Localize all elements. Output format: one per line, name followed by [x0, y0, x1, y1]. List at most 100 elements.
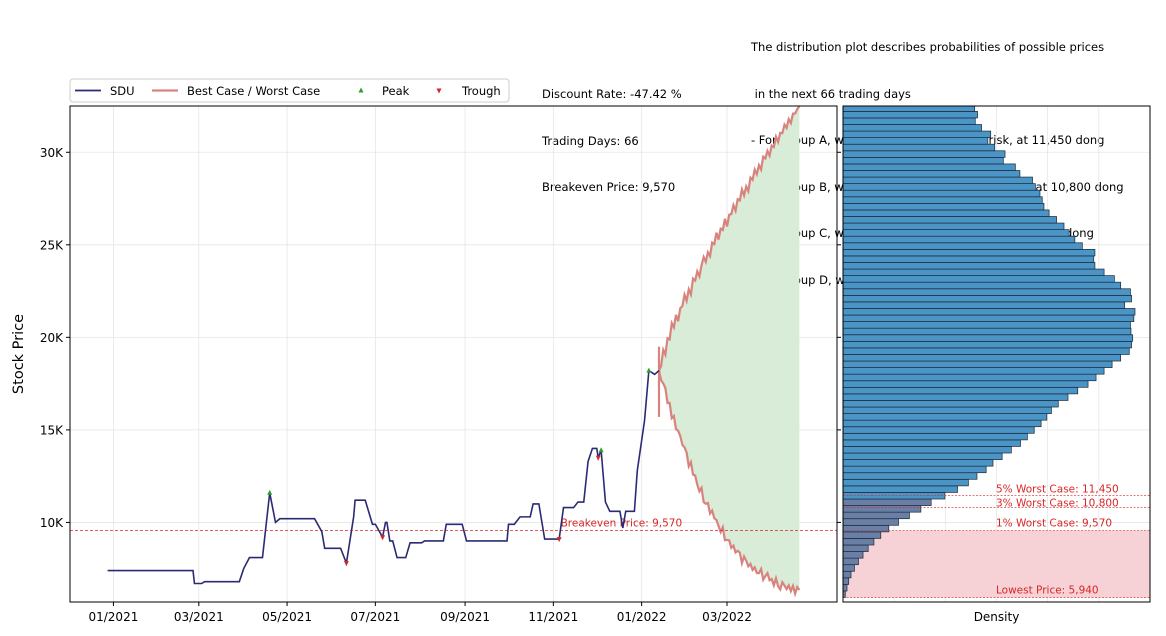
- hist-bar: [843, 170, 1021, 178]
- hist-bar: [843, 281, 1122, 290]
- x-tick-label: 07/2021: [350, 610, 400, 624]
- hist-bar: [843, 294, 1132, 303]
- hist-bar: [843, 202, 1045, 211]
- hist-bar: [843, 111, 978, 119]
- x-tick-label: 11/2021: [528, 610, 578, 624]
- risk-level-label: Lowest Price: 5,940: [996, 585, 1099, 597]
- hist-bar: [843, 373, 1097, 382]
- hist-bar: [843, 163, 1016, 171]
- hist-bar: [843, 413, 1048, 421]
- hist-plot-frame: [842, 105, 1151, 603]
- peak-marker: [267, 489, 273, 495]
- hist-bar: [843, 577, 850, 585]
- hist-bar: [843, 472, 978, 480]
- hist-bar: [843, 432, 1028, 441]
- legend-swatch-peak: [358, 87, 364, 93]
- hist-bar: [843, 216, 1057, 224]
- hist-bar: [843, 130, 992, 138]
- y-tick-label: 30K: [40, 146, 64, 160]
- hist-bar: [843, 189, 1041, 198]
- main-plot-frame: [69, 105, 838, 603]
- trough-marker: [595, 455, 601, 461]
- hist-bar: [843, 137, 989, 145]
- hist-bar: [843, 354, 1122, 362]
- hist-bar: [843, 209, 1050, 217]
- y-tick-label: 20K: [40, 331, 64, 345]
- hist-bar: [843, 229, 1070, 237]
- peak-marker: [646, 367, 652, 373]
- y-tick-label: 25K: [40, 238, 64, 252]
- trough-marker: [343, 561, 349, 567]
- hist-bar: [843, 367, 1105, 375]
- stats-line: Trading Days: 66: [542, 133, 639, 148]
- hist-bar: [843, 176, 1033, 184]
- legend-label: Best Case / Worst Case: [187, 84, 320, 98]
- legend-swatch-trough: [436, 88, 442, 94]
- hist-bar: [843, 183, 1036, 191]
- hist-bar: [843, 511, 910, 520]
- hist-bar: [843, 531, 882, 539]
- legend-label: Peak: [382, 84, 410, 98]
- hist-bar: [843, 570, 852, 579]
- hist-bar: [843, 334, 1134, 342]
- x-tick-label: 05/2021: [262, 610, 312, 624]
- hist-bar: [843, 439, 1021, 447]
- hist-bar: [843, 268, 1105, 276]
- y-axis-label: Stock Price: [11, 314, 27, 394]
- hist-bar: [843, 196, 1043, 204]
- hist-bar: [843, 452, 1003, 460]
- y-tick-label: 15K: [40, 423, 64, 437]
- annotation-line: The distribution plot describes probabil…: [751, 40, 1105, 54]
- stats-annotation: Discount Rate: -47.42 % Trading Days: 66…: [542, 56, 682, 211]
- x-tick-label: 01/2022: [617, 610, 667, 624]
- hist-bar: [843, 386, 1079, 395]
- trough-marker: [380, 535, 386, 541]
- hist-bar: [843, 321, 1131, 329]
- risk-level-label: 5% Worst Case: 11,450: [996, 484, 1119, 496]
- hist-bar: [843, 400, 1059, 408]
- x-tick-label: 03/2021: [174, 610, 224, 624]
- x-tick-label: 01/2021: [88, 610, 138, 624]
- hist-bar: [843, 347, 1130, 355]
- hist-bar: [843, 106, 976, 112]
- hist-bar: [843, 288, 1131, 296]
- risk-level-label: 3% Worst Case: 10,800: [996, 498, 1119, 510]
- hist-bar: [843, 538, 875, 546]
- risk-level-label: 1% Worst Case: 9,570: [996, 517, 1112, 529]
- hist-bar: [843, 150, 1006, 158]
- hist-bar: [843, 426, 1035, 434]
- hist-bar: [843, 557, 859, 566]
- hist-bar: [843, 124, 982, 132]
- best-case-line: [657, 106, 801, 372]
- hist-bar: [843, 544, 869, 552]
- hist-bar: [843, 327, 1132, 336]
- hist-x-axis-label: Density: [974, 610, 1020, 624]
- y-tick-label: 10K: [40, 516, 64, 530]
- hist-bar: [843, 143, 996, 152]
- hist-bar: [843, 222, 1065, 230]
- hist-bar: [843, 498, 932, 506]
- hist-bar: [843, 393, 1069, 401]
- hist-bar: [843, 242, 1083, 250]
- hist-bar: [843, 465, 987, 474]
- stats-line: Discount Rate: -47.42 %: [542, 87, 682, 101]
- hist-bar: [843, 584, 848, 592]
- hist-bar: [843, 275, 1115, 283]
- legend-label: Trough: [461, 84, 501, 98]
- trough-marker: [556, 537, 562, 543]
- hist-bar: [843, 117, 976, 125]
- legend-box: [69, 78, 510, 103]
- hist-bar: [843, 255, 1095, 263]
- histogram: [843, 106, 1150, 598]
- hist-bar: [843, 235, 1076, 244]
- hist-bar: [843, 340, 1132, 349]
- hist-bar: [843, 551, 864, 559]
- hist-bar: [843, 360, 1113, 368]
- hist-bar: [843, 478, 969, 487]
- hist-bar: [843, 248, 1096, 257]
- annotation-line: in the next 66 trading days: [751, 86, 911, 101]
- hist-bar: [843, 505, 922, 513]
- legend-label: SDU: [110, 84, 135, 98]
- hist-bar: [843, 308, 1136, 316]
